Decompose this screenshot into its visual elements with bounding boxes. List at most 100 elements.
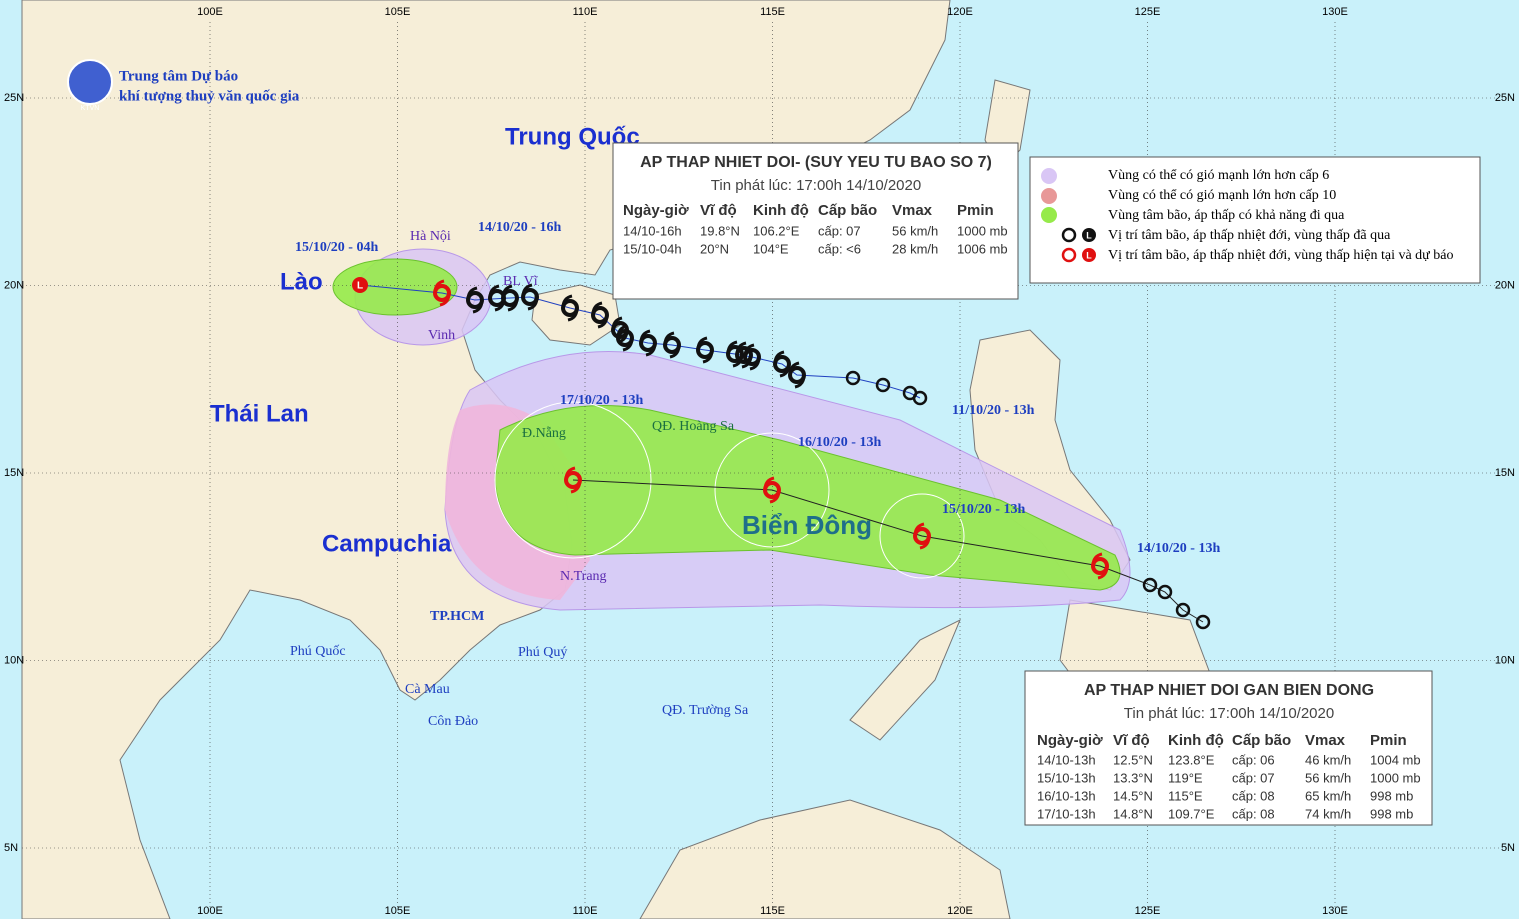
track-label: 14/10/20 - 16h — [478, 220, 561, 235]
storm-tail — [466, 286, 484, 314]
place-label: Phú Quốc — [290, 644, 346, 659]
table-cell: 28 km/h — [892, 241, 938, 256]
past-point — [1142, 577, 1158, 593]
logo-line: Trung tâm Dự báo — [119, 68, 238, 84]
table-cell: 104°E — [753, 241, 789, 256]
table-cell: 19.8°N — [700, 223, 740, 238]
place-label: QĐ. Trường Sa — [662, 703, 749, 718]
legend-low: L — [1086, 250, 1092, 260]
panel-issued: Tin phát lúc: 17:00h 14/10/2020 — [1124, 705, 1334, 722]
table-cell: 12.5°N — [1113, 752, 1153, 767]
storm-tail — [501, 284, 519, 312]
lon-label: 105E — [385, 905, 411, 917]
panel-box — [612, 142, 1019, 300]
table-cell: cấp: 08 — [1232, 788, 1275, 803]
table-cell: 56 km/h — [1305, 770, 1351, 785]
place-label: Thái Lan — [210, 400, 309, 427]
table-cell: cấp: 08 — [1232, 806, 1275, 821]
track-label: 14/10/20 - 13h — [1137, 541, 1220, 556]
table-cell: 14/10-13h — [1037, 752, 1096, 767]
storm-tail — [564, 466, 582, 494]
table-cell: 74 km/h — [1305, 806, 1351, 821]
panel-issued: Tin phát lúc: 17:00h 14/10/2020 — [711, 177, 921, 194]
legend-icon — [1061, 247, 1077, 263]
storm-tail — [591, 301, 609, 329]
storm-tail — [433, 279, 451, 307]
place-label: BL Vĩ — [503, 274, 539, 289]
track-label: 11/10/20 - 13h — [952, 403, 1035, 418]
place-label: QĐ. Hoàng Sa — [652, 419, 735, 434]
table-cell: 14.5°N — [1113, 788, 1153, 803]
table-cell: 998 mb — [1370, 788, 1413, 803]
storm-tail — [773, 350, 791, 378]
lon-label: 125E — [1135, 905, 1161, 917]
table-cell: 1004 mb — [1370, 752, 1421, 767]
track-label: 15/10/20 - 04h — [295, 240, 378, 255]
lon-label: 120E — [947, 6, 973, 18]
storm-tail — [616, 324, 634, 352]
legend-swatch — [1041, 168, 1057, 184]
table-header: Ngày-giờ — [623, 202, 689, 219]
storm-tail — [763, 476, 781, 504]
place-label: Lào — [280, 268, 323, 295]
table-header: Vĩ độ — [700, 202, 737, 219]
past-panel: AP THAP NHIET DOI- (SUY YEU TU BAO SO 7)… — [612, 142, 1019, 300]
legend-text: Vùng tâm bão, áp thấp có khả năng đi qua — [1108, 208, 1345, 223]
past-point — [1195, 614, 1211, 630]
storm-tail — [696, 336, 714, 364]
place-label: TP.HCM — [430, 609, 484, 624]
table-header: Cấp bão — [1232, 732, 1291, 749]
lon-label: 130E — [1322, 905, 1348, 917]
panel-title: AP THAP NHIET DOI- (SUY YEU TU BAO SO 7) — [640, 154, 992, 171]
lat-label: 20N — [1495, 279, 1515, 291]
table-cell: 14.8°N — [1113, 806, 1153, 821]
table-header: Vĩ độ — [1113, 732, 1150, 749]
table-header: Kinh độ — [1168, 732, 1224, 749]
lat-label: 25N — [1495, 92, 1515, 104]
logo: KTVN Trung tâm Dự báo khí tượng thuỷ văn… — [67, 59, 300, 112]
table-cell: 109.7°E — [1168, 806, 1215, 821]
table-header: Vmax — [1305, 732, 1346, 749]
track-label: 15/10/20 - 13h — [942, 502, 1025, 517]
lon-label: 105E — [385, 6, 411, 18]
storm-tail — [561, 294, 579, 322]
legend-text: Vùng có thể có gió mạnh lớn hơn cấp 6 — [1108, 168, 1329, 183]
table-cell: 998 mb — [1370, 806, 1413, 821]
table-cell: cấp: <6 — [818, 241, 861, 256]
legend-text: Vị trí tâm bão, áp thấp nhiệt đới, vùng … — [1108, 228, 1391, 243]
table-cell: 56 km/h — [892, 223, 938, 238]
lon-label: 110E — [573, 905, 598, 917]
track-label: 16/10/20 - 13h — [798, 435, 881, 450]
table-cell: 14/10-16h — [623, 223, 682, 238]
lat-label: 5N — [4, 842, 18, 854]
table-cell: 46 km/h — [1305, 752, 1351, 767]
storm-tail — [913, 522, 931, 550]
table-header: Cấp bão — [818, 202, 877, 219]
place-label: Campuchia — [322, 530, 452, 557]
storm-tail — [663, 331, 681, 359]
table-cell: 123.8°E — [1168, 752, 1215, 767]
table-cell: 119°E — [1168, 770, 1203, 785]
track-label: 17/10/20 - 13h — [560, 393, 643, 408]
legend-icon — [1082, 228, 1096, 242]
legend-swatch — [1041, 207, 1057, 223]
place-label: Phú Quý — [518, 645, 567, 660]
place-label: Hà Nội — [410, 229, 451, 244]
table-header: Vmax — [892, 202, 933, 219]
past-point — [912, 390, 928, 406]
table-cell: 13.3°N — [1113, 770, 1153, 785]
past-point — [875, 377, 891, 393]
table-cell: 17/10-13h — [1037, 806, 1096, 821]
table-header: Pmin — [957, 202, 994, 219]
table-cell: 15/10-13h — [1037, 770, 1096, 785]
current-panel: AP THAP NHIET DOI GAN BIEN DONG Tin phát… — [1024, 670, 1433, 826]
legend-icon — [1082, 248, 1096, 262]
table-header: Ngày-giờ — [1037, 732, 1103, 749]
past-point — [1157, 584, 1173, 600]
place-label: Côn Đảo — [428, 714, 478, 729]
lon-label: 100E — [197, 6, 223, 18]
low-symbol: L — [357, 281, 363, 292]
lon-label: 130E — [1322, 6, 1348, 18]
table-cell: 20°N — [700, 241, 729, 256]
